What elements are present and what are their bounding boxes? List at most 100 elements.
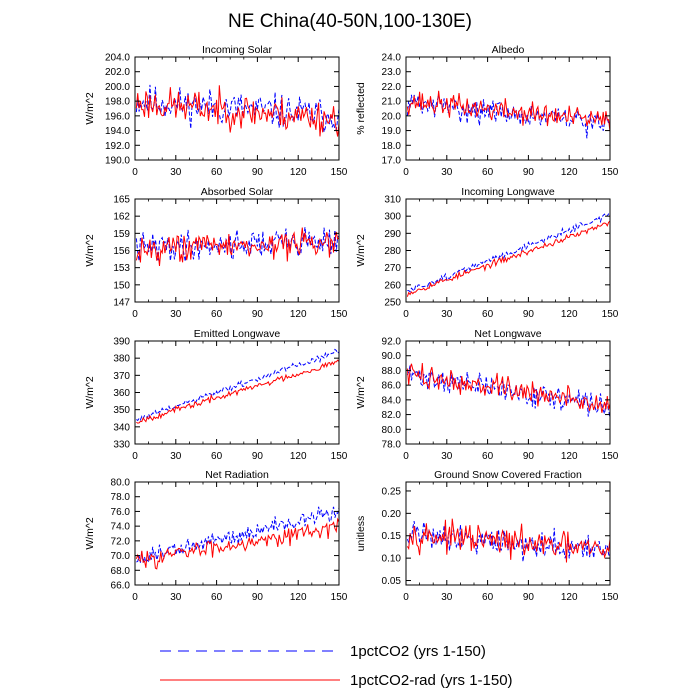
panel-title: Net Radiation [205, 469, 269, 481]
x-tick-label: 150 [331, 592, 348, 603]
x-tick-label: 60 [482, 592, 494, 603]
y-tick-label: 20.0 [382, 111, 402, 122]
x-tick-label: 120 [561, 592, 578, 603]
plot-frame [134, 340, 340, 445]
y-tick-label: 330 [113, 440, 130, 451]
x-tick-label: 0 [403, 309, 409, 320]
x-tick-label: 90 [523, 167, 535, 178]
y-tick-label: 92.0 [382, 337, 402, 348]
plot-frame [405, 481, 611, 586]
x-tick-label: 120 [290, 167, 307, 178]
panel-title: Incoming Solar [202, 44, 273, 56]
plot-frame [405, 56, 611, 161]
y-tick-label: 250 [384, 298, 401, 309]
y-tick-label: 159 [113, 229, 130, 240]
series-line-1pctco2-rad-yrs-1-150 [406, 518, 610, 563]
x-tick-label: 30 [170, 167, 182, 178]
x-tick-label: 120 [290, 309, 307, 320]
y-tick-label: 0.05 [382, 576, 402, 587]
y-tick-label: 21.0 [382, 97, 402, 108]
panel-title: Absorbed Solar [201, 186, 274, 198]
x-tick-label: 30 [441, 167, 453, 178]
legend-label-1pctco2: 1pctCO2 (yrs 1-150) [350, 643, 486, 660]
y-tick-label: 82.0 [382, 410, 402, 421]
y-tick-label: 80.0 [382, 425, 402, 436]
x-tick-label: 30 [441, 592, 453, 603]
panel-net-radiation: 0 30 60 90 120 150 66.0 68.0 70.0 72.0 74.0 76.0 78.… [84, 469, 348, 603]
series-line-1pctco2-yrs-1-150 [406, 94, 610, 139]
x-tick-label: 150 [602, 592, 619, 603]
y-tick-label: 300 [384, 212, 401, 223]
plot-frame [405, 198, 611, 303]
y-tick-label: 260 [384, 280, 401, 291]
x-tick-label: 0 [132, 309, 138, 320]
x-tick-label: 120 [561, 309, 578, 320]
x-tick-label: 90 [252, 309, 264, 320]
y-tick-label: 200.0 [105, 82, 130, 93]
y-tick-label: 0.10 [382, 554, 402, 565]
y-tick-label: 202.0 [105, 67, 130, 78]
y-tick-label: 196.0 [105, 111, 130, 122]
y-tick-label: 204.0 [105, 53, 130, 64]
y-tick-label: 66.0 [111, 581, 131, 592]
x-tick-label: 90 [252, 167, 264, 178]
panel-title: Albedo [492, 44, 525, 56]
y-tick-label: 24.0 [382, 53, 402, 64]
y-tick-label: 72.0 [111, 536, 131, 547]
y-tick-label: 0.25 [382, 486, 402, 497]
panel-emitted-longwave: 0 30 60 90 120 150 330 340 350 360 370 380 390 Emitte… [84, 328, 348, 462]
x-tick-label: 150 [602, 167, 619, 178]
x-tick-label: 30 [170, 451, 182, 462]
x-tick-label: 0 [403, 592, 409, 603]
y-tick-label: 74.0 [111, 522, 131, 533]
y-tick-label: 370 [113, 371, 130, 382]
series-line-1pctco2-yrs-1-150 [136, 348, 339, 422]
series-line-1pctco2-rad-yrs-1-150 [406, 362, 610, 413]
y-tick-label: 84.0 [382, 395, 402, 406]
y-tick-label: 150 [113, 280, 130, 291]
x-tick-label: 120 [290, 451, 307, 462]
y-tick-label: 76.0 [111, 507, 131, 518]
y-tick-label: 90.0 [382, 351, 402, 362]
x-tick-label: 0 [403, 451, 409, 462]
legend-label-1pctco2-rad: 1pctCO2-rad (yrs 1-150) [350, 672, 513, 689]
y-tick-label: 270 [384, 263, 401, 274]
y-tick-label: 192.0 [105, 141, 130, 152]
x-tick-label: 0 [132, 451, 138, 462]
y-tick-label: 86.0 [382, 381, 402, 392]
y-tick-label: 68.0 [111, 566, 131, 577]
x-tick-label: 60 [482, 451, 494, 462]
y-axis-title: W/m^2 [355, 376, 367, 409]
x-tick-label: 60 [482, 167, 494, 178]
y-axis-title: unitless [355, 516, 367, 552]
y-tick-label: 0.15 [382, 531, 402, 542]
y-tick-label: 156 [113, 246, 130, 257]
y-tick-label: 78.0 [111, 492, 131, 503]
x-tick-label: 150 [331, 451, 348, 462]
panel-title: Net Longwave [474, 328, 541, 340]
y-axis-title: % reflected [355, 82, 367, 135]
x-tick-label: 30 [170, 592, 182, 603]
y-axis-title: W/m^2 [355, 234, 367, 267]
panel-title: Ground Snow Covered Fraction [434, 469, 582, 481]
x-tick-label: 90 [523, 451, 535, 462]
panel-title: Incoming Longwave [461, 186, 555, 198]
x-tick-label: 60 [211, 592, 223, 603]
y-tick-label: 340 [113, 422, 130, 433]
panel-incoming-longwave: 0 30 60 90 120 150 250 260 270 280 290 300 310 Incomi… [355, 186, 619, 320]
y-tick-label: 147 [113, 298, 130, 309]
x-tick-label: 30 [170, 309, 182, 320]
y-axis-title: W/m^2 [84, 234, 96, 267]
x-tick-label: 120 [561, 167, 578, 178]
x-tick-label: 150 [602, 309, 619, 320]
x-tick-label: 60 [211, 451, 223, 462]
y-tick-label: 280 [384, 246, 401, 257]
x-tick-label: 120 [290, 592, 307, 603]
y-tick-label: 80.0 [111, 478, 131, 489]
y-axis-title: W/m^2 [84, 517, 96, 550]
y-tick-label: 162 [113, 212, 130, 223]
panel-grid: 0 30 60 90 120 150 190.0 192.0 194.0 196.0 198.0 20… [84, 44, 619, 603]
series-line-1pctco2-yrs-1-150 [406, 365, 610, 418]
x-tick-label: 60 [211, 167, 223, 178]
panel-absorbed-solar: 0 30 60 90 120 150 147 150 153 156 159 162 165 Absorb… [84, 186, 348, 320]
